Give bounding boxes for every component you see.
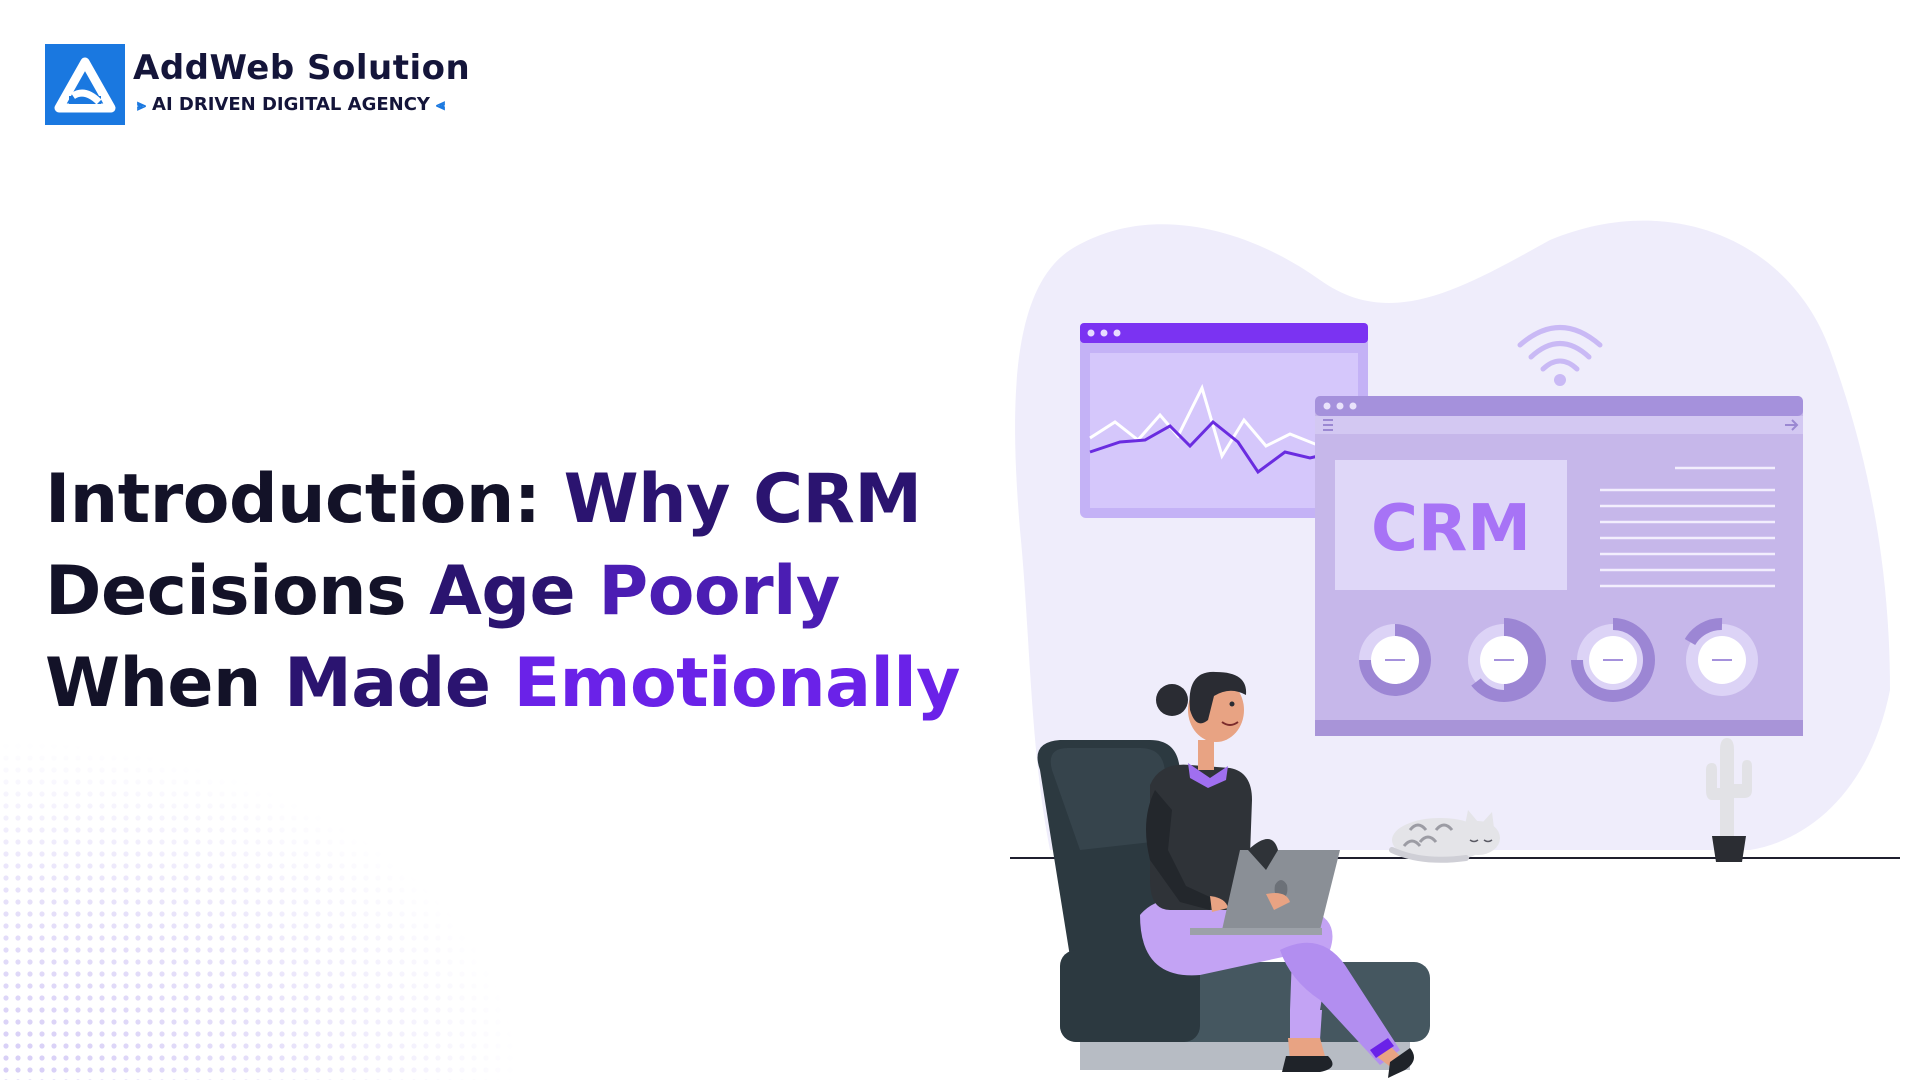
logo-icon [45,44,125,125]
page-title: Introduction: Why CRM Decisions Age Poor… [45,454,960,730]
title-line-1: Introduction: Why CRM [45,454,945,546]
title-word-age: Age [429,551,599,631]
crm-donut-1 [1359,624,1431,696]
title-word-when: When [45,643,285,723]
brand-name: AddWeb Solution [133,48,471,88]
circuit-right-icon: ⫷ [435,94,445,114]
crm-donut-3 [1571,618,1656,703]
crm-window: CRM [1315,396,1803,736]
circuit-left-icon: ⫸ [137,94,147,114]
title-word-emotionally: Emotionally [513,643,961,723]
chart-window [1080,323,1368,518]
title-word-made: Made [284,643,514,723]
woman-with-laptop [1140,671,1414,1078]
title-word-decisions: Decisions [45,551,430,631]
title-line-2: Decisions Age Poorly [45,546,945,638]
crm-donut-2 [1468,618,1547,703]
wifi-icon [1517,325,1603,386]
title-word-introduction: Introduction: [45,459,564,539]
crm-screen-label: CRM [1371,492,1531,566]
brand-tagline-row: ⫸ AI DRIVEN DIGITAL AGENCY ⫷ [137,94,445,115]
title-line-3: When Made Emotionally [45,638,960,730]
crm-donut-4 [1684,618,1758,696]
title-word-poorly: Poorly [598,551,840,631]
crm-text-lines [1600,466,1775,588]
cactus-plant [1706,738,1752,862]
brand-logo[interactable]: AddWeb Solution ⫸ AI DRIVEN DIGITAL AGEN… [45,44,470,128]
chart-line-dark [1089,419,1359,475]
crm-illustration: CRM [990,210,1920,1080]
title-word-why-crm: Why CRM [563,459,922,539]
halftone-dots-decoration [0,740,520,1080]
sleeping-cat [1389,810,1500,863]
brand-tagline: AI DRIVEN DIGITAL AGENCY [152,94,430,115]
